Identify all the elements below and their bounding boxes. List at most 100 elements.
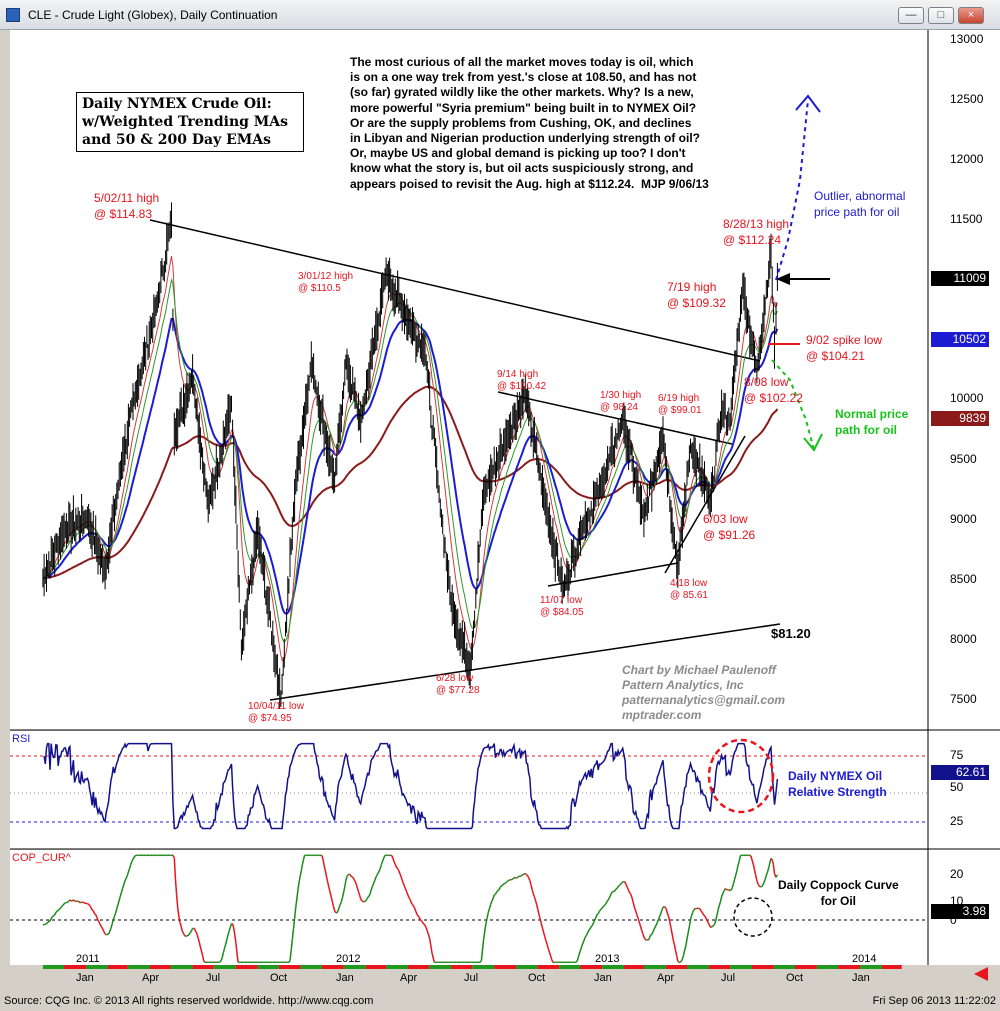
month-block [687,965,709,969]
coppock-segment [608,896,611,900]
coppock-segment [417,915,420,918]
month-block [257,965,279,969]
coppock-segment [758,885,761,888]
coppock-segment [50,916,53,919]
coppock-segment [44,923,47,925]
coppock-segment [107,931,111,935]
coppock-segment [346,874,349,877]
coppock-segment [736,864,739,871]
label-high-502: 5/02/11 high @ $114.83 [94,191,160,221]
coppock-segment [291,928,295,940]
coppock-segment [289,950,292,961]
year-2014: 2014 [852,953,877,965]
coppock-segment [506,880,509,883]
coppock-segment [418,917,422,921]
coppock-segment [372,880,376,885]
coppock-segment [772,864,776,874]
coppock-segment [731,883,735,888]
coppock-segment [718,901,722,906]
coppock-segment [82,901,85,904]
coppock-segment [92,910,96,914]
coppock-segment [428,938,432,946]
coppock-segment [357,891,361,896]
month-block [860,965,882,969]
pointer-arrow-head [776,273,790,285]
coppock-segment [330,896,334,902]
coppock-segment [102,928,105,932]
coppock-segment [701,911,704,915]
coppock-segment [112,916,116,920]
maximize-button[interactable]: □ [928,7,954,24]
coppock-segment [716,909,719,915]
scroll-right-arrow[interactable] [974,967,988,981]
month-block [708,965,731,969]
coppock-segment [326,881,330,888]
coppock-segment [651,931,654,935]
coppock-segment [298,875,301,883]
window-title: CLE - Crude Light (Globex), Daily Contin… [28,8,278,22]
coppock-segment [224,939,228,945]
coppock-segment [656,919,660,923]
month-apr-2012: Apr [400,972,418,984]
month-oct-2012: Oct [528,972,546,984]
coppock-segment [182,932,186,937]
coppock-segment [413,908,417,912]
coppock-segment [534,900,538,905]
coppock-segment [655,921,659,926]
rsi-highlight [707,738,775,814]
coppock-segment [582,939,585,944]
coppock-segment [375,874,378,879]
month-jan-2011: Jan [76,972,94,984]
month-block [127,965,150,969]
month-block [107,965,128,969]
coppock-segment [100,926,104,930]
month-block [602,965,625,969]
coppock-segment [301,859,305,865]
month-block [235,965,258,969]
minimize-button[interactable]: — [898,7,924,24]
coppock-segment [47,920,50,924]
label-high-619: 6/19 high @ $99.01 [658,393,702,416]
coppock-segment [531,889,535,894]
rsi-tick-75: 75 [950,748,964,762]
coppock-segment [481,939,485,951]
coppock-segment [424,924,427,929]
coppock-segment [520,874,523,877]
last-price-box: 11009 [931,271,989,286]
coppock-segment [485,917,488,924]
label-low-808: 8/08 low @ $102.22 [744,375,803,405]
price-tick-8000: 8000 [950,632,977,646]
coppock-segment [532,893,536,898]
coppock-segment [377,870,380,874]
coppock-segment [180,926,184,932]
month-block [300,965,322,969]
coppock-segment [322,858,325,866]
coppock-segment [420,920,424,924]
coppock-segment [594,917,597,921]
coppock-segment [648,934,652,939]
coppock-segment [376,873,379,876]
coppock-segment [709,926,712,929]
normal-arrow-head [803,433,823,452]
coppock-segment [193,927,196,930]
coppock-segment [91,909,94,912]
coppock-segment [544,936,547,941]
coppock-segment [290,939,294,951]
coppock-segment [198,941,202,948]
coppock-segment [227,930,230,936]
coppock-segment [181,930,185,934]
close-button[interactable]: × [958,7,984,24]
coppock-segment [64,901,67,904]
coppock-segment [762,882,765,886]
coppock-segment [347,873,350,876]
coppock-segment [124,877,127,882]
coppock-segment [707,921,710,925]
coppock-segment [537,909,540,915]
coppock-segment [288,960,291,963]
coppock-segment [501,883,505,886]
coppock-segment [339,901,343,905]
coppock-segment [427,934,431,940]
coppock-segment [132,856,135,860]
coppock-panel [10,850,928,965]
coppock-segment [402,883,406,887]
